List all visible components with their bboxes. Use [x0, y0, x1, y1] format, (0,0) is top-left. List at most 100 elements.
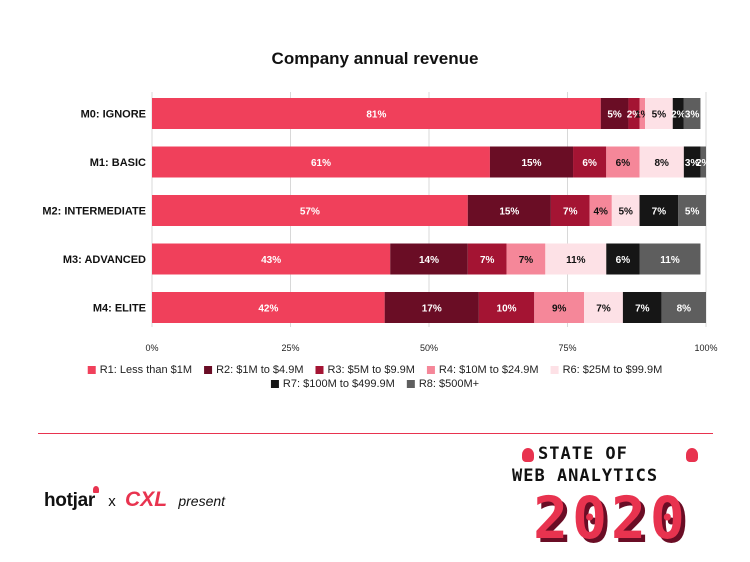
data-label: 7%: [635, 304, 650, 315]
legend-swatch: [406, 380, 415, 388]
bar-segment: [639, 98, 646, 129]
data-label: 4%: [594, 207, 609, 218]
data-label: 81%: [366, 110, 386, 121]
legend-label: R2: $1M to $4.9M: [216, 364, 303, 376]
bar-segment: [628, 98, 640, 129]
bar-segment: [384, 292, 479, 323]
data-label: 42%: [258, 304, 278, 315]
x-tick-label: 50%: [420, 343, 438, 353]
data-label: 3%: [685, 110, 700, 121]
data-label: 8%: [654, 158, 669, 169]
data-label: 57%: [300, 207, 320, 218]
footer-divider: [38, 433, 713, 434]
bar-segment: [683, 98, 701, 129]
logo-line2: WEB ANALYTICS: [512, 466, 659, 486]
bar-segment: [589, 195, 612, 226]
bar-segment: [573, 146, 607, 178]
data-label: 7%: [563, 207, 578, 218]
data-label: 17%: [422, 304, 442, 315]
legend-swatch: [270, 380, 279, 388]
logo-line1: STATE OF: [538, 444, 628, 464]
bar-segment: [639, 146, 684, 178]
bar-segment: [622, 292, 662, 323]
data-label: 7%: [480, 255, 495, 266]
cxl-logo: CXL: [125, 488, 168, 511]
legend-label: R3: $5M to $9.9M: [327, 364, 414, 376]
bar-segment: [606, 243, 640, 275]
bar-segment: [506, 243, 546, 275]
brand-credit: hotjar x CXL present: [44, 486, 226, 512]
data-label: 6%: [616, 255, 631, 266]
legend-label: R1: Less than $1M: [100, 364, 192, 376]
data-label: 5%: [652, 110, 667, 121]
hotjar-logo: hotjar: [44, 490, 95, 511]
category-label: M3: ADVANCED: [63, 254, 146, 266]
data-label: 15%: [499, 207, 519, 218]
data-label: 7%: [652, 207, 667, 218]
bar-segment: [534, 292, 585, 323]
data-label: 2%: [671, 110, 686, 121]
data-label: 15%: [521, 158, 541, 169]
bar-segment: [478, 292, 535, 323]
chart-title: Company annual revenue: [271, 49, 479, 68]
data-label: 5%: [685, 207, 700, 218]
data-label: 8%: [677, 304, 692, 315]
logo-year-shadow: 2020: [537, 488, 693, 550]
bar-segment: [683, 146, 701, 178]
category-label: M2: INTERMEDIATE: [42, 206, 146, 218]
bar-segment: [672, 98, 684, 129]
data-label: 2%: [696, 158, 711, 169]
data-label: 6%: [616, 158, 631, 169]
legend-swatch: [315, 366, 324, 374]
logo-year-text: 2020: [533, 488, 689, 550]
bar-segment: [550, 195, 590, 226]
bar-segment: [152, 292, 385, 323]
bar-segment: [152, 195, 468, 226]
state-of-web-analytics-logo: STATE OF WEB ANALYTICS 2020 2020: [508, 440, 714, 552]
data-label: 7%: [596, 304, 611, 315]
data-label: 11%: [660, 255, 680, 266]
data-label: 1%: [635, 110, 650, 121]
x-tick-label: 0%: [145, 343, 158, 353]
legend-label: R8: $500M+: [419, 378, 479, 390]
stacked-bar-chart: 0% 25% 50% 75% 100%M0: IGNORE 81% 5% 2%1% 5% 2% 3%…: [42, 92, 718, 390]
data-label: 14%: [419, 255, 439, 266]
legend-swatch: [204, 366, 213, 374]
hotjar-flame-icon: [92, 486, 99, 493]
bar-segment: [645, 98, 673, 129]
data-label: 61%: [311, 158, 331, 169]
flame-icon-left: [522, 448, 534, 462]
data-label: 11%: [566, 255, 586, 266]
data-label: 5%: [618, 207, 633, 218]
bar-segment: [678, 195, 706, 226]
data-label: 3%: [685, 158, 700, 169]
bar-segment: [545, 243, 607, 275]
bar-segment: [639, 195, 679, 226]
data-label: 5%: [607, 110, 622, 121]
x-tick-label: 25%: [281, 343, 299, 353]
flame-icon-right: [686, 448, 698, 462]
data-label: 9%: [552, 304, 567, 315]
bar-segment: [152, 146, 490, 178]
bar-segment: [611, 195, 640, 226]
data-label: 2%: [627, 110, 642, 121]
bar-segment: [639, 243, 701, 275]
x-tick-label: 100%: [694, 343, 717, 353]
bar-segment: [489, 146, 574, 178]
present-text: present: [178, 493, 226, 509]
bar-segment: [584, 292, 623, 323]
bar-segment: [600, 98, 629, 129]
x-tick-label: 75%: [558, 343, 576, 353]
legend-swatch: [550, 366, 559, 374]
legend-label: R6: $25M to $99.9M: [563, 364, 663, 376]
bar-segment: [467, 195, 551, 226]
bar-segment: [661, 292, 706, 323]
bar-segment: [152, 98, 601, 129]
category-label: M4: ELITE: [93, 303, 146, 315]
bar-segment: [606, 146, 640, 178]
bar-segment: [700, 146, 706, 178]
category-label: M1: BASIC: [90, 157, 146, 169]
category-label: M0: IGNORE: [81, 109, 146, 121]
brand-separator: x: [108, 493, 116, 510]
bar-segment: [467, 243, 507, 275]
